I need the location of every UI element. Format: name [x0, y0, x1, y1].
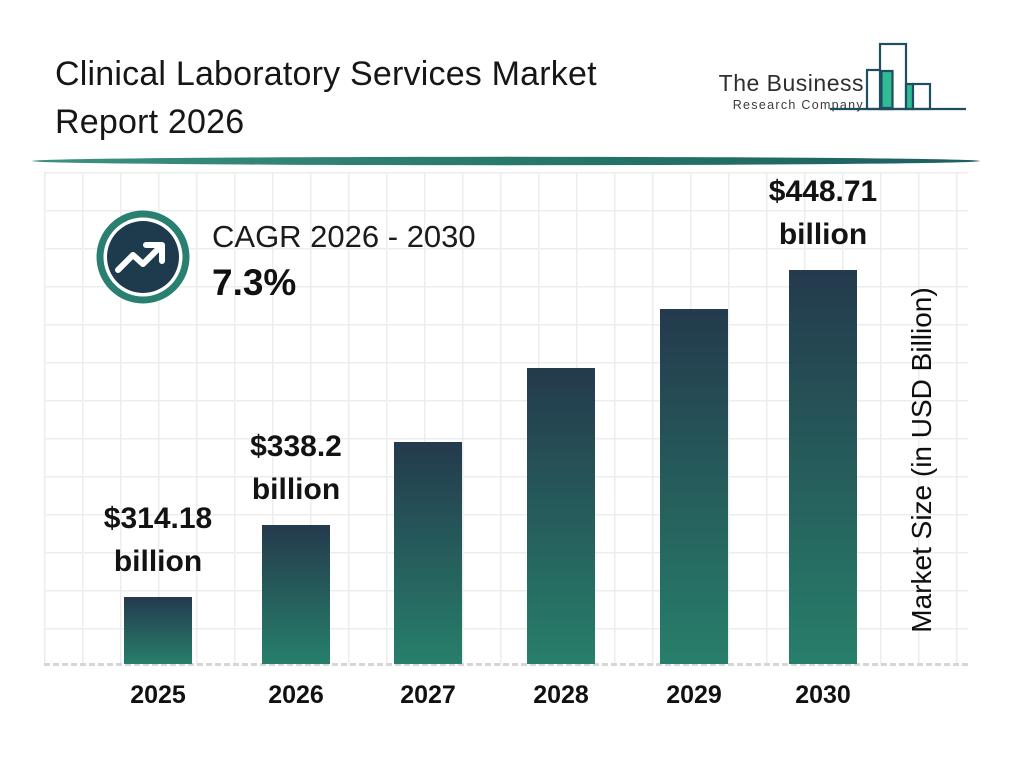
page-title-line2: Report 2026 — [55, 103, 245, 141]
bar-2025 — [124, 597, 192, 664]
bar-chart-logo-icon — [830, 42, 966, 111]
bar-2028 — [527, 368, 595, 664]
bar-value-label: $448.71 billion — [768, 175, 878, 251]
company-logo: The Business Research Company — [690, 36, 990, 120]
bar-2026 — [262, 525, 330, 664]
bar-column-2027 — [394, 442, 462, 664]
cagr-period-label: CAGR 2026 - 2030 — [212, 219, 476, 254]
bar-2029 — [660, 309, 728, 664]
page-title: Clinical Laboratory Services Market Repo… — [55, 50, 597, 146]
trending-up-icon — [96, 210, 190, 304]
bar-series: $314.18 billion $338.2 billion $448.71 b… — [44, 172, 968, 665]
page-title-line1: Clinical Laboratory Services Market — [55, 55, 597, 93]
bar-column-2030: $448.71 billion — [769, 175, 877, 664]
company-name: The Business — [718, 70, 864, 96]
bar-column-2029 — [660, 309, 728, 664]
bar-value-label: $338.2 billion — [250, 430, 342, 506]
bar-2027 — [394, 442, 462, 664]
bar-value-label: $314.18 billion — [103, 502, 213, 578]
y-axis-title: Market Size (in USD Billion) — [906, 287, 937, 633]
x-tick-2029: 2029 — [666, 681, 722, 709]
x-tick-2028: 2028 — [533, 681, 589, 709]
x-tick-2026: 2026 — [268, 681, 324, 709]
x-tick-2027: 2027 — [400, 681, 456, 709]
x-axis-baseline — [44, 663, 968, 666]
bar-column-2028 — [527, 368, 595, 664]
x-axis-labels: 2025 2026 2027 2028 2029 2030 — [0, 681, 1024, 715]
divider-line — [32, 156, 980, 166]
x-tick-2030: 2030 — [795, 681, 851, 709]
x-tick-2025: 2025 — [130, 681, 186, 709]
bar-column-2026: $338.2 billion — [250, 430, 342, 664]
cagr-text: CAGR 2026 - 2030 7.3% — [212, 219, 476, 304]
chart-plot-area: CAGR 2026 - 2030 7.3% $314.18 billion $3… — [44, 172, 968, 666]
cagr-callout: CAGR 2026 - 2030 7.3% — [96, 210, 476, 304]
cagr-value: 7.3% — [212, 262, 297, 303]
bar-column-2025: $314.18 billion — [104, 502, 212, 664]
bar-2030 — [789, 270, 857, 664]
